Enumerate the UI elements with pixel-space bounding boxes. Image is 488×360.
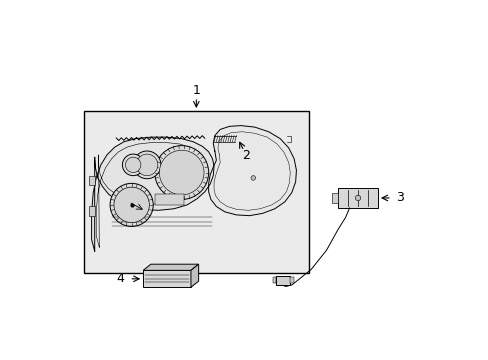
Bar [154, 194, 183, 205]
Circle shape [355, 195, 360, 201]
Circle shape [110, 183, 153, 226]
Bar [88, 206, 95, 216]
Polygon shape [190, 264, 198, 287]
Circle shape [122, 154, 143, 176]
Bar [88, 176, 95, 185]
Bar [272, 276, 276, 283]
Circle shape [154, 145, 208, 199]
Circle shape [250, 176, 255, 180]
Polygon shape [91, 137, 214, 251]
Circle shape [125, 157, 141, 172]
Polygon shape [143, 264, 198, 270]
Circle shape [159, 150, 203, 195]
Bar [337, 188, 377, 208]
Bar [290, 276, 293, 283]
Circle shape [136, 154, 158, 176]
Polygon shape [208, 126, 296, 216]
Text: 1: 1 [192, 85, 200, 98]
Text: 4: 4 [117, 272, 124, 285]
Circle shape [114, 187, 149, 222]
Text: 2: 2 [241, 149, 249, 162]
Bar [143, 270, 190, 287]
Text: 3: 3 [396, 192, 404, 204]
Bar [331, 193, 337, 203]
Bar [276, 276, 290, 285]
Circle shape [133, 151, 161, 179]
Bar [84, 111, 308, 273]
